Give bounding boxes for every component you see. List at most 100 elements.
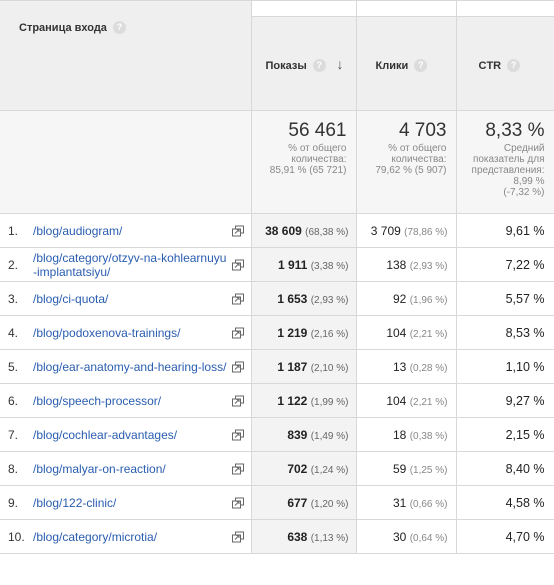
impressions-percent: (2,10 %) [310,362,349,374]
open-external-icon[interactable] [231,293,244,304]
ctr-value: 8,40 % [505,461,545,476]
landing-page-cell: 8. /blog/malyar-on-reaction/ [0,451,252,486]
landing-page-link[interactable]: /blog/ear-anatomy-and-hearing-loss/ [33,359,227,374]
ctr-cell: 8,40 % [455,451,554,486]
clicks-percent: (0,66 %) [409,498,448,510]
clicks-value: 92 [393,291,407,306]
clicks-cell: 18 (0,38 %) [355,417,457,452]
totals-clicks-value: 4 703 [398,120,447,141]
impressions-header[interactable]: Показы? ↓ [250,0,357,111]
table-row: 4. /blog/podoxenova-trainings/ 1 219 (2,… [0,315,554,350]
row-number: 5. [8,359,19,374]
ctr-cell: 7,22 % [455,247,554,282]
clicks-percent: (0,64 %) [409,532,448,544]
landing-page-cell: 4. /blog/podoxenova-trainings/ [0,315,252,350]
clicks-value: 18 [393,427,407,442]
landing-page-link[interactable]: /blog/malyar-on-reaction/ [33,461,166,476]
impressions-cell: 1 122 (1,99 %) [250,383,357,418]
clicks-cell: 13 (0,28 %) [355,349,457,384]
arrow-down-icon[interactable]: ↓ [336,56,344,72]
open-external-icon[interactable] [231,225,244,236]
clicks-percent: (2,21 %) [409,396,448,408]
totals-dimension-cell [0,110,252,214]
open-external-icon[interactable] [231,361,244,372]
ctr-value: 9,27 % [505,393,545,408]
clicks-cell: 31 (0,66 %) [355,485,457,520]
question-circle-icon[interactable]: ? [507,59,521,72]
totals-row: 56 461 % от общего количества: 85,91 % (… [0,110,554,214]
landing-page-link[interactable]: /blog/category/otzyv-na-kohlearnuyu-impl… [33,250,227,279]
row-number: 4. [8,325,19,340]
ctr-header-label: CTR [478,60,502,72]
open-external-icon[interactable] [231,259,244,270]
impressions-percent: (68,38 %) [305,226,349,238]
clicks-value: 59 [393,461,407,476]
dimension-header[interactable]: Страница входа? [0,0,252,111]
impressions-cell: 677 (1,20 %) [250,485,357,520]
totals-impressions-note-1: % от общего [288,143,347,154]
totals-impressions-note-3: 85,91 % (65 721) [269,165,347,176]
totals-clicks-note-3: 79,62 % (5 907) [375,165,447,176]
ctr-cell: 5,57 % [455,281,554,316]
clicks-value: 104 [386,325,407,340]
clicks-value: 138 [386,257,407,272]
table-row: 10. /blog/category/microtia/ 638 (1,13 %… [0,519,554,554]
impressions-value: 677 [287,495,308,510]
totals-clicks-note-2: количества: [391,154,447,165]
landing-page-cell: 2. /blog/category/otzyv-na-kohlearnuyu-i… [0,247,252,282]
open-external-icon[interactable] [231,463,244,474]
landing-page-link[interactable]: /blog/cochlear-advantages/ [33,427,178,442]
clicks-percent: (2,21 %) [409,328,448,340]
ctr-cell: 2,15 % [455,417,554,452]
landing-page-link[interactable]: /blog/speech-processor/ [33,393,162,408]
table-row: 3. /blog/ci-quota/ 1 653 (2,93 %) 92 (1,… [0,281,554,316]
clicks-header[interactable]: Клики? [355,0,457,111]
landing-page-link[interactable]: /blog/122-clinic/ [33,495,117,510]
question-circle-icon[interactable]: ? [112,21,126,34]
header-top-strip [251,1,356,17]
totals-ctr-note-4: 8,99 % [513,176,545,187]
table-row: 7. /blog/cochlear-advantages/ 839 (1,49 … [0,417,554,452]
ctr-value: 5,57 % [505,291,545,306]
landing-page-link[interactable]: /blog/podoxenova-trainings/ [33,325,181,340]
ctr-cell: 9,61 % [455,213,554,248]
open-external-icon[interactable] [231,429,244,440]
question-circle-icon[interactable]: ? [414,59,428,72]
open-external-icon[interactable] [231,395,244,406]
landing-page-cell: 7. /blog/cochlear-advantages/ [0,417,252,452]
report-table: Страница входа? Показы? ↓ Клики? CTR? 56… [0,0,554,554]
impressions-percent: (1,49 %) [310,430,349,442]
table-row: 6. /blog/speech-processor/ 1 122 (1,99 %… [0,383,554,418]
ctr-header[interactable]: CTR? [455,0,554,111]
clicks-percent: (1,96 %) [409,294,448,306]
impressions-percent: (2,16 %) [310,328,349,340]
row-number: 1. [8,223,19,238]
impressions-value: 1 219 [277,325,308,340]
clicks-value: 13 [393,359,407,374]
question-circle-icon[interactable]: ? [312,59,326,72]
clicks-cell: 59 (1,25 %) [355,451,457,486]
open-external-icon[interactable] [231,497,244,508]
clicks-value: 30 [393,529,407,544]
ctr-cell: 4,58 % [455,485,554,520]
open-external-icon[interactable] [231,531,244,542]
impressions-value: 702 [287,461,308,476]
row-number: 3. [8,291,19,306]
table-row: 9. /blog/122-clinic/ 677 (1,20 %) 31 (0,… [0,485,554,520]
landing-page-link[interactable]: /blog/audiogram/ [33,223,123,238]
landing-page-cell: 5. /blog/ear-anatomy-and-hearing-loss/ [0,349,252,384]
clicks-value: 3 709 [370,223,401,238]
landing-page-link[interactable]: /blog/ci-quota/ [33,291,109,306]
ctr-value: 9,61 % [505,223,545,238]
impressions-percent: (1,20 %) [310,498,349,510]
clicks-cell: 30 (0,64 %) [355,519,457,554]
impressions-cell: 1 187 (2,10 %) [250,349,357,384]
impressions-cell: 1 911 (3,38 %) [250,247,357,282]
landing-page-cell: 6. /blog/speech-processor/ [0,383,252,418]
open-external-icon[interactable] [231,327,244,338]
totals-clicks: 4 703 % от общего количества: 79,62 % (5… [355,110,457,214]
landing-page-cell: 3. /blog/ci-quota/ [0,281,252,316]
landing-page-link[interactable]: /blog/category/microtia/ [33,529,158,544]
totals-ctr-note-5: (-7,32 %) [503,187,545,198]
impressions-percent: (3,38 %) [310,260,349,272]
